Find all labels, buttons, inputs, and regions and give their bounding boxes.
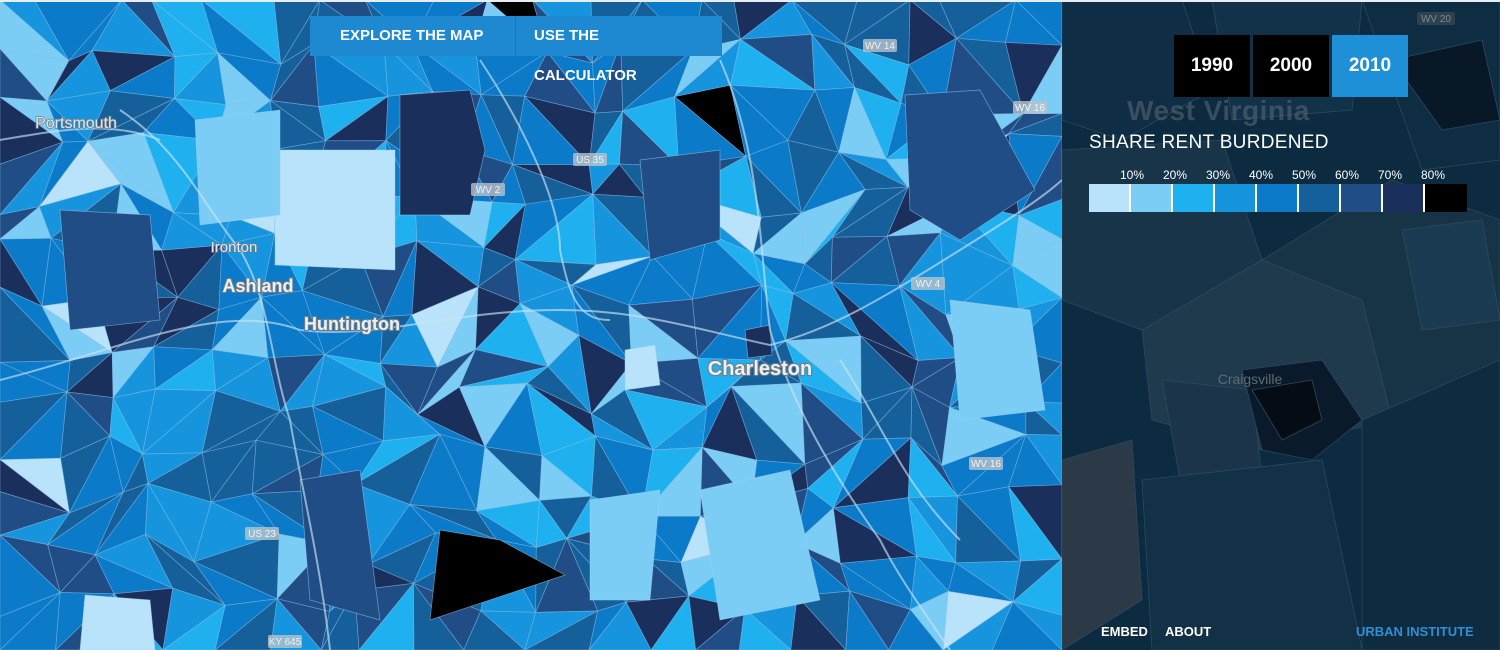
road-shields: WV 14 WV 16 US 35 WV 2 WV 4 WV 16 US 23 KY 645 <box>245 39 1047 648</box>
legend-ticks: 10% 20% 30% 40% 50% 60% 70% 80% <box>1089 168 1475 184</box>
panel-road-shield <box>1417 12 1455 25</box>
census-tract[interactable] <box>194 109 281 226</box>
panel-state-label: West Virginia <box>1127 95 1310 126</box>
census-tracts <box>0 0 1062 650</box>
choropleth-map[interactable]: WV 14 WV 16 US 35 WV 2 WV 4 WV 16 US 23 KY 645 P… <box>0 0 1062 650</box>
legend-swatch <box>1173 184 1215 212</box>
panel-tract <box>1141 459 1363 650</box>
road-shield <box>245 527 279 540</box>
legend-swatch <box>1341 184 1383 212</box>
legend-swatch <box>1131 184 1173 212</box>
city-label: Portsmouth <box>35 115 117 132</box>
road-label: WV 16 <box>971 459 1001 470</box>
road-shield <box>471 183 505 196</box>
panel-tract <box>1251 379 1323 441</box>
census-tract[interactable] <box>991 601 1062 650</box>
year-button-2000[interactable]: 2000 <box>1253 35 1329 97</box>
roads-and-rivers <box>0 59 1062 650</box>
road-shield <box>911 277 945 290</box>
census-tract[interactable] <box>463 610 526 650</box>
census-tract[interactable] <box>589 489 661 601</box>
highlighted-tracts <box>59 89 1046 650</box>
road-line <box>119 109 331 650</box>
road-line <box>479 59 611 321</box>
panel-tract <box>1391 39 1500 131</box>
road-line <box>0 127 161 141</box>
legend-swatch <box>1257 184 1299 212</box>
year-button-2010[interactable]: 2010 <box>1332 35 1408 97</box>
explore-map-button[interactable]: EXPLORE THE MAP <box>310 16 516 56</box>
legend-tick: 80% <box>1420 168 1446 182</box>
panel-town-label: Craigsville <box>1218 371 1283 387</box>
legend-tick: 60% <box>1334 168 1360 182</box>
use-calculator-button[interactable]: USE THE CALCULATOR <box>516 16 722 84</box>
census-tract[interactable] <box>624 344 661 391</box>
census-tract[interactable] <box>399 89 486 216</box>
census-tract[interactable] <box>429 529 566 621</box>
legend-tick: 10% <box>1119 168 1145 182</box>
legend-tick: 70% <box>1377 168 1403 182</box>
road-label: US 23 <box>248 529 276 540</box>
legend-tick: 30% <box>1205 168 1231 182</box>
road-line <box>719 59 951 650</box>
panel-tract <box>1062 439 1143 650</box>
census-tract[interactable] <box>790 595 847 650</box>
census-tract[interactable] <box>888 608 944 650</box>
census-tract[interactable] <box>949 299 1046 421</box>
legend-color-scale <box>1089 184 1467 212</box>
year-button-1990[interactable]: 1990 <box>1174 35 1250 97</box>
road-label: KY 645 <box>269 637 302 648</box>
legend-swatch <box>1299 184 1341 212</box>
road-label: WV 4 <box>916 279 941 290</box>
legend-tick: 40% <box>1248 168 1274 182</box>
urban-institute-logo[interactable]: URBAN INSTITUTE <box>1356 624 1474 639</box>
road-label: WV 2 <box>476 185 501 196</box>
census-tract[interactable] <box>738 608 792 650</box>
census-tract[interactable] <box>845 590 890 650</box>
legend-tick: 20% <box>1162 168 1188 182</box>
about-link[interactable]: ABOUT <box>1165 624 1212 639</box>
year-selector: 1990 2000 2010 <box>1174 35 1411 97</box>
road-label: WV 14 <box>865 41 895 52</box>
city-label: Ironton <box>211 239 258 256</box>
top-border <box>0 0 1500 2</box>
legend-swatch <box>1089 184 1131 212</box>
census-tract[interactable] <box>904 89 1036 241</box>
legend-swatch <box>1425 184 1467 212</box>
road-shield <box>1013 101 1047 114</box>
road-line <box>0 179 1062 381</box>
panel-tract <box>1361 359 1500 650</box>
city-label: Ashland <box>222 276 293 296</box>
road-shield <box>969 457 1003 470</box>
city-labels: Portsmouth Ironton Ashland Huntington Charle… <box>34 114 813 381</box>
legend-title: SHARE RENT BURDENED <box>1089 132 1329 153</box>
road-shield <box>863 39 897 52</box>
legend-tick: 50% <box>1291 168 1317 182</box>
road-shield <box>268 635 302 648</box>
road-label: WV 16 <box>1015 103 1045 114</box>
top-nav: EXPLORE THE MAP USE THE CALCULATOR <box>310 16 722 84</box>
panel-road-label: WV 20 <box>1421 14 1451 25</box>
census-tract[interactable] <box>699 469 821 621</box>
road-label: US 35 <box>576 155 604 166</box>
census-tract[interactable] <box>59 209 161 331</box>
census-tract[interactable] <box>79 594 156 650</box>
panel-tract <box>1401 219 1500 331</box>
legend-swatch <box>1215 184 1257 212</box>
census-tract[interactable] <box>274 149 396 271</box>
road-shield <box>573 153 607 166</box>
embed-link[interactable]: EMBED <box>1101 624 1148 639</box>
census-tract[interactable] <box>639 149 721 261</box>
legend-swatch <box>1383 184 1425 212</box>
road-line <box>839 359 961 541</box>
city-label: Huntington <box>304 314 400 334</box>
city-label: Charleston <box>708 358 812 380</box>
